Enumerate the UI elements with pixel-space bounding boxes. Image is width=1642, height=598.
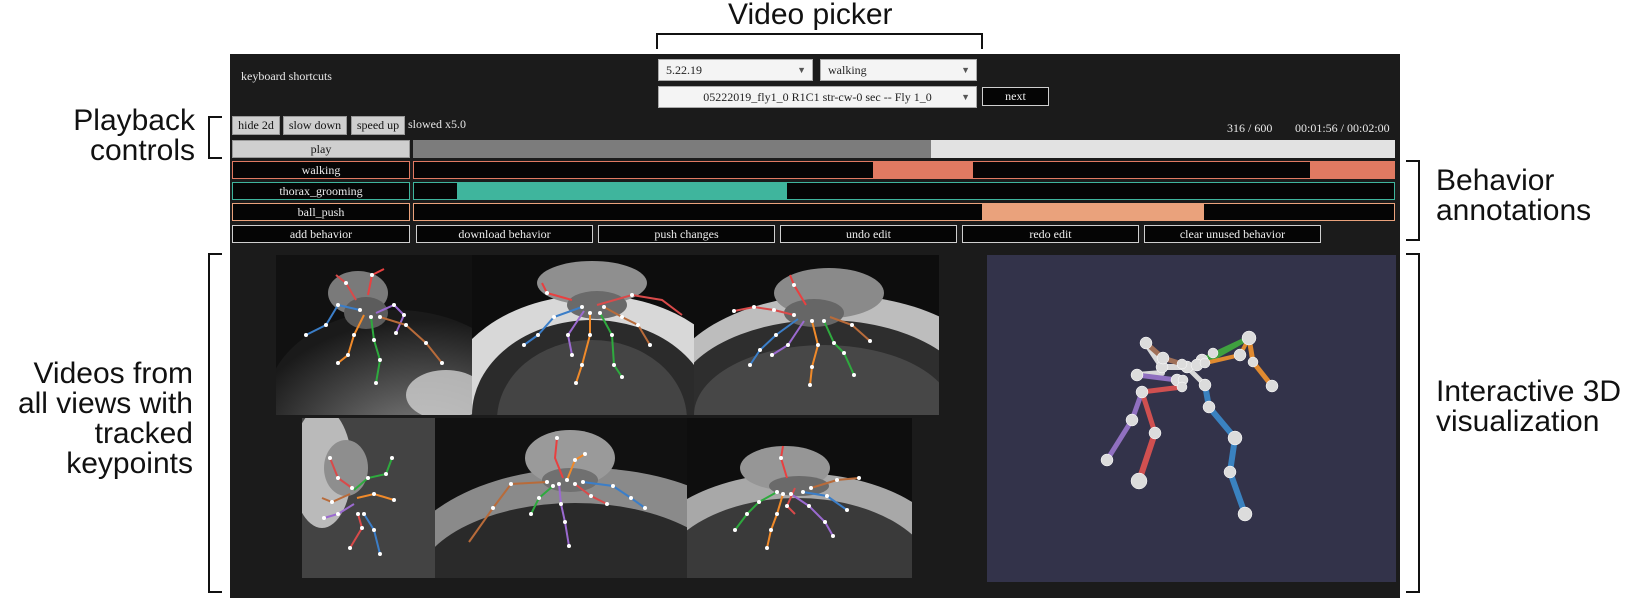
behavior-label-walking[interactable]: walking [232,161,410,179]
behavior-caption: Behavior annotations [1436,166,1591,226]
viz-caption: Interactive 3D visualization [1436,377,1621,437]
behavior-select[interactable]: walking ▼ [820,59,977,81]
clear-unused-behavior-button[interactable]: clear unused behavior [1144,225,1321,243]
video-view-1[interactable] [276,255,472,415]
behavior-bracket [1406,160,1420,241]
videos-caption-line3: tracked [0,419,193,449]
videos-caption-line2: all views with [0,389,193,419]
behavior-segment[interactable] [1310,162,1394,178]
behavior-track-ball-push[interactable] [413,203,1395,221]
video-view-6[interactable] [687,418,912,578]
behavior-caption-line1: Behavior [1436,166,1591,196]
download-behavior-button[interactable]: download behavior [416,225,593,243]
video-view-5[interactable] [435,418,687,578]
video-picker-caption: Video picker [728,0,893,30]
video-view-2[interactable] [472,255,694,415]
playback-bracket [208,116,222,159]
time-display: 00:01:56 / 00:02:00 [1295,121,1390,136]
play-button[interactable]: play [232,140,410,158]
playback-caption-line1: Playback [40,106,195,136]
playback-caption: Playback controls [40,106,195,166]
viz-caption-line1: Interactive 3D [1436,377,1621,407]
chevron-down-icon: ▼ [797,60,806,80]
chevron-down-icon: ▼ [961,87,970,107]
keyboard-shortcuts-link[interactable]: keyboard shortcuts [241,69,332,84]
behavior-track-walking[interactable] [413,161,1395,179]
speed-up-button[interactable]: speed up [351,116,405,135]
3d-visualization-canvas[interactable] [987,255,1396,582]
progress-bar[interactable] [413,140,1395,158]
progress-fill [413,140,931,158]
frame-counter: 316 / 600 [1227,121,1272,136]
playback-caption-line2: controls [40,136,195,166]
video-select[interactable]: 05222019_fly1_0 R1C1 str-cw-0 sec -- Fly… [658,86,977,108]
viz-bracket [1406,253,1420,593]
behavior-segment[interactable] [982,204,1203,220]
videos-caption: Videos from all views with tracked keypo… [0,359,193,479]
behavior-select-value: walking [828,63,867,77]
video-view-4[interactable] [302,418,435,578]
date-select-value: 5.22.19 [666,63,702,77]
behavior-segment[interactable] [873,162,973,178]
app-window: keyboard shortcuts 5.22.19 ▼ walking ▼ 0… [230,54,1400,598]
speed-status: slowed x5.0 [408,117,466,132]
redo-edit-button[interactable]: redo edit [962,225,1139,243]
behavior-caption-line2: annotations [1436,196,1591,226]
videos-caption-line1: Videos from [0,359,193,389]
slow-down-button[interactable]: slow down [283,116,347,135]
viz-caption-line2: visualization [1436,407,1621,437]
videos-bracket [208,253,222,593]
next-button[interactable]: next [982,87,1049,106]
push-changes-button[interactable]: push changes [598,225,775,243]
videos-caption-line4: keypoints [0,449,193,479]
behavior-label-thorax-grooming[interactable]: thorax_grooming [232,182,410,200]
behavior-track-thorax-grooming[interactable] [413,182,1395,200]
video-picker-bracket [656,33,983,49]
date-select[interactable]: 5.22.19 ▼ [658,59,813,81]
behavior-label-ball-push[interactable]: ball_push [232,203,410,221]
video-view-3[interactable] [694,255,939,415]
undo-edit-button[interactable]: undo edit [780,225,957,243]
behavior-segment[interactable] [457,183,787,199]
chevron-down-icon: ▼ [961,60,970,80]
hide-2d-button[interactable]: hide 2d [232,116,280,135]
add-behavior-button[interactable]: add behavior [232,225,410,243]
video-select-value: 05222019_fly1_0 R1C1 str-cw-0 sec -- Fly… [703,90,931,104]
